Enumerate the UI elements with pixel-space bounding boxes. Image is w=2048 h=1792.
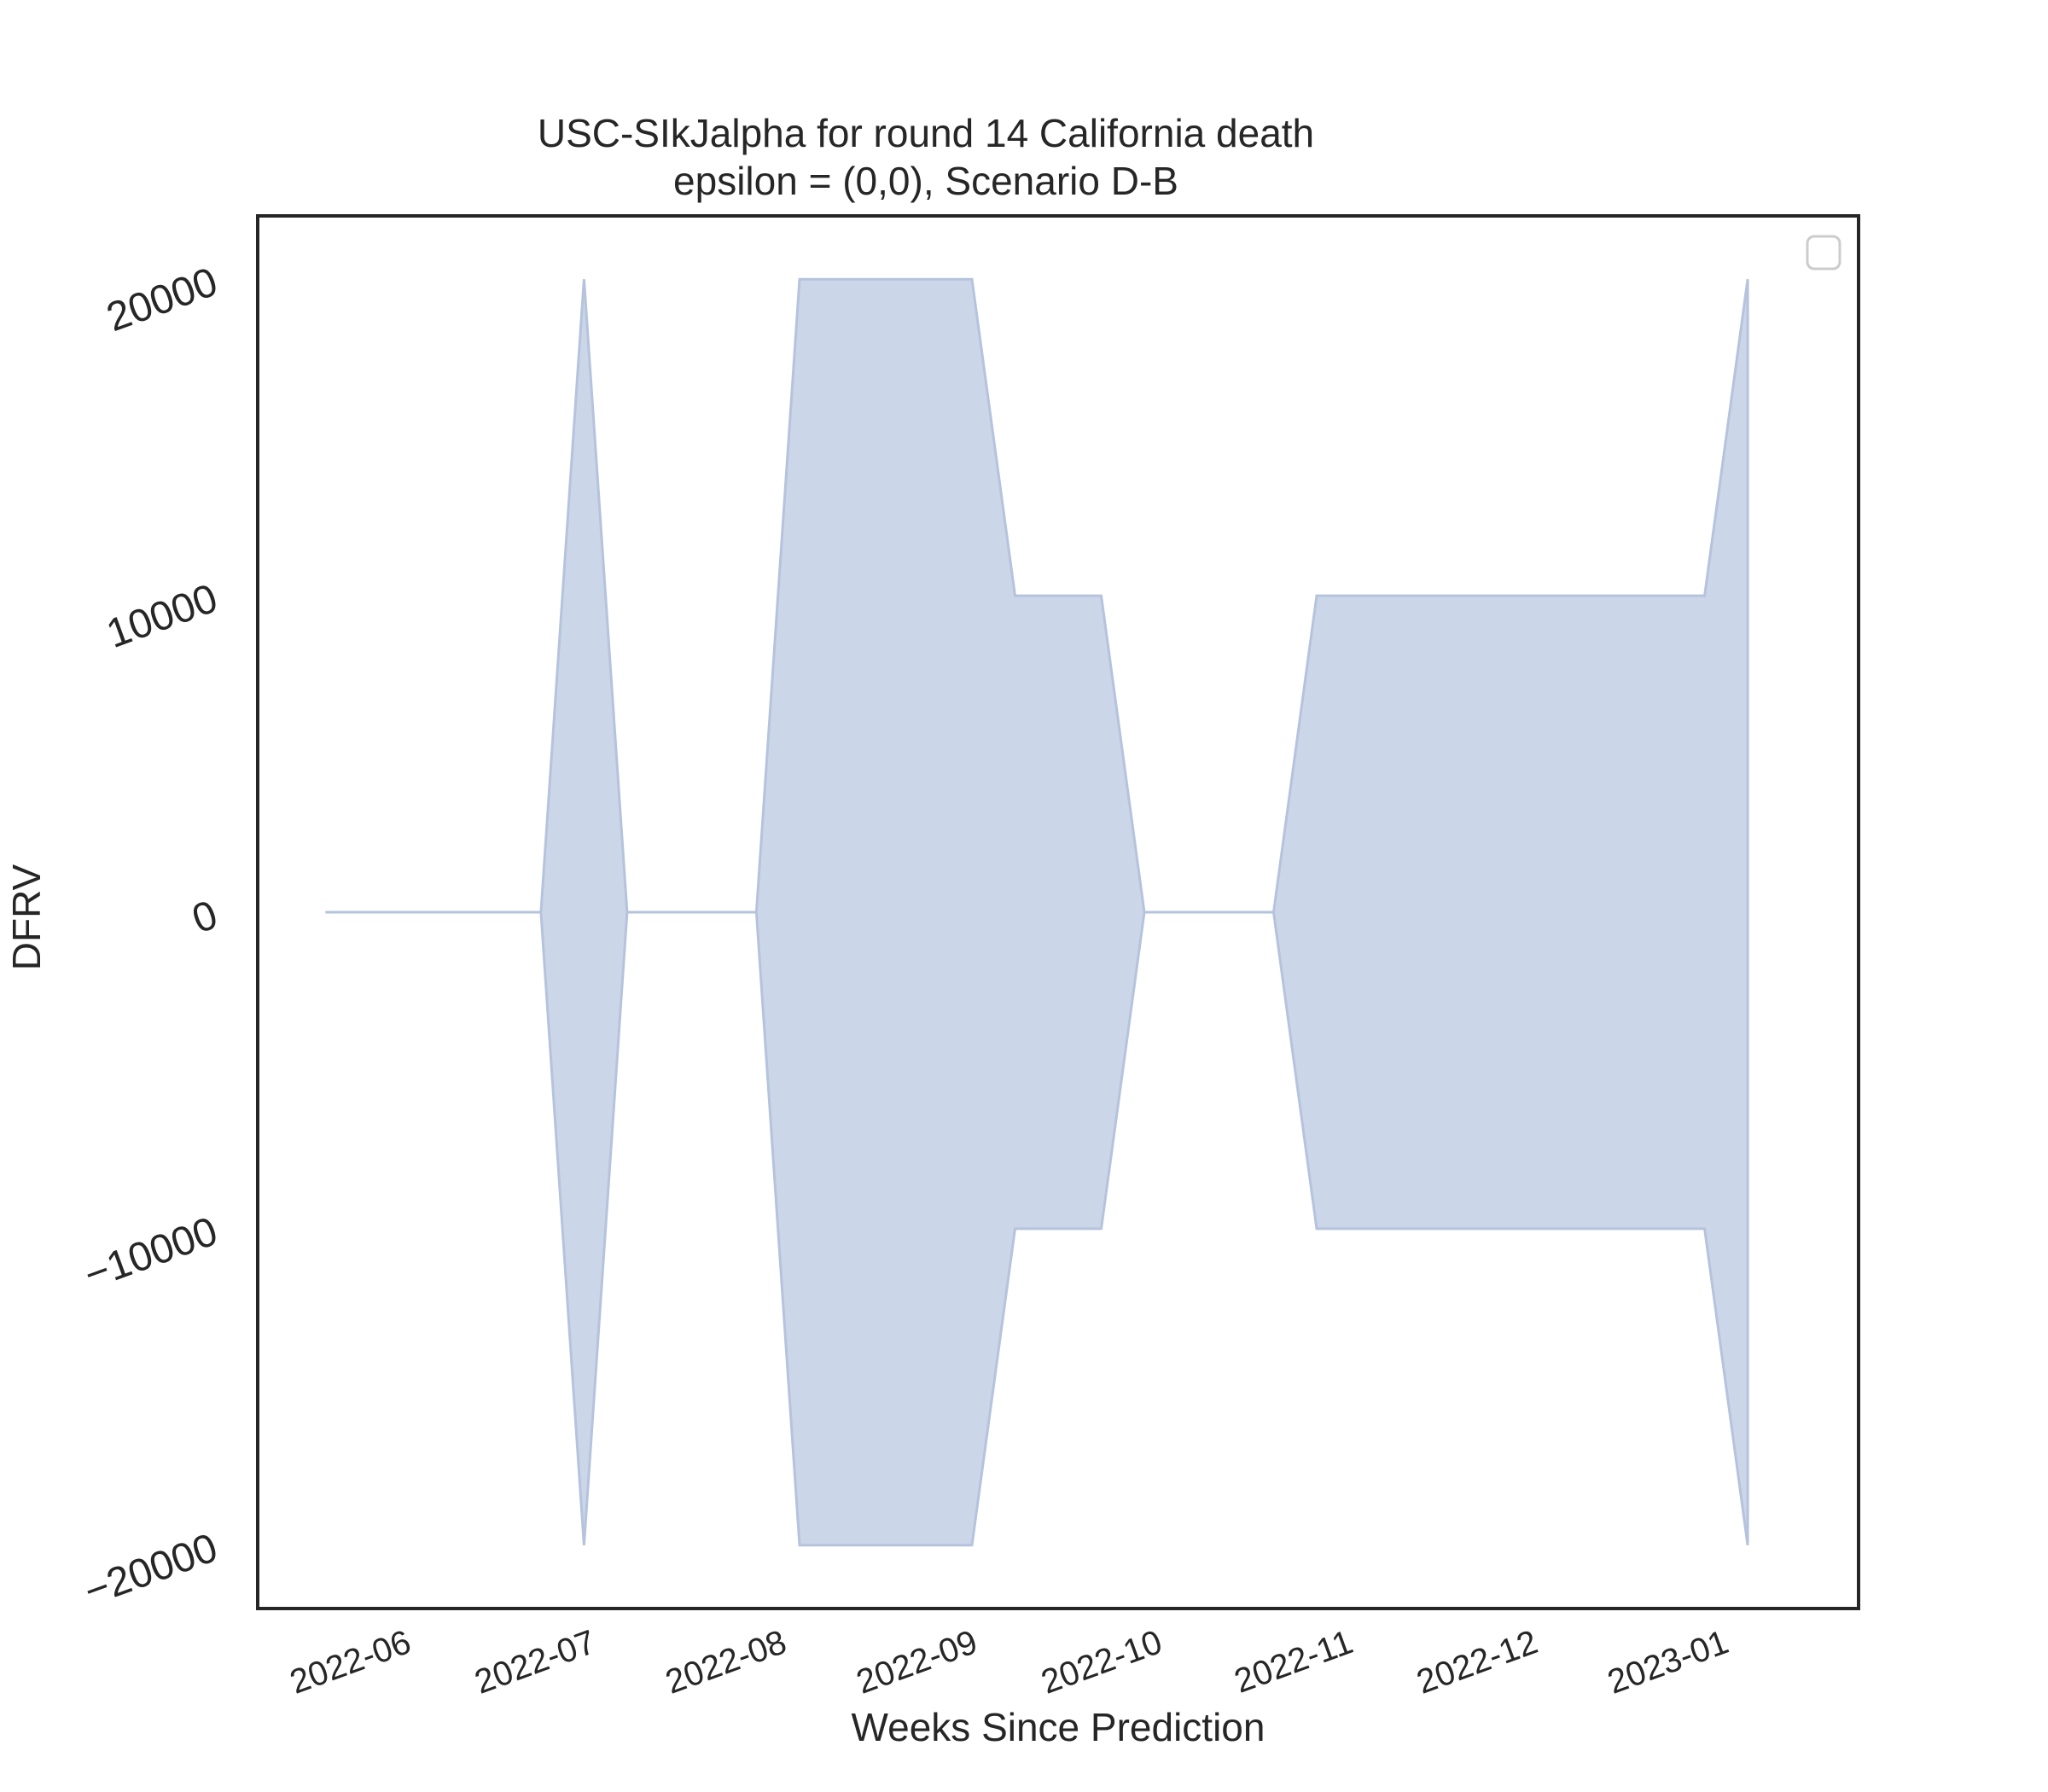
y-axis-label: DFRV — [4, 864, 49, 970]
chart-title: USC-SIkJalpha for round 14 California de… — [538, 111, 1314, 155]
legend-box — [1806, 235, 1841, 271]
x-tick-label: 2022-10 — [1036, 1623, 1167, 1702]
x-axis-label: Weeks Since Prediction — [852, 1705, 1265, 1749]
x-tick-label: 2022-07 — [470, 1623, 601, 1702]
y-tick-label: 0 — [187, 893, 224, 943]
x-tick-label: 2022-08 — [660, 1623, 791, 1702]
x-tick-label: 2022-09 — [852, 1623, 982, 1702]
x-tick-label: 2022-12 — [1412, 1623, 1543, 1702]
chart-subtitle: epsilon = (0,0), Scenario D-B — [673, 159, 1178, 203]
y-tick-label: 20000 — [101, 259, 224, 340]
x-tick-label: 2022-06 — [285, 1623, 416, 1702]
x-tick-label: 2022-11 — [1230, 1623, 1358, 1701]
y-tick-label: 10000 — [101, 576, 224, 657]
band-area-0 — [325, 277, 1749, 1547]
y-tick-label: −10000 — [79, 1208, 224, 1298]
y-tick-label: −20000 — [79, 1525, 224, 1615]
plot-frame — [256, 214, 1860, 1610]
x-tick-label: 2023-01 — [1603, 1623, 1733, 1702]
